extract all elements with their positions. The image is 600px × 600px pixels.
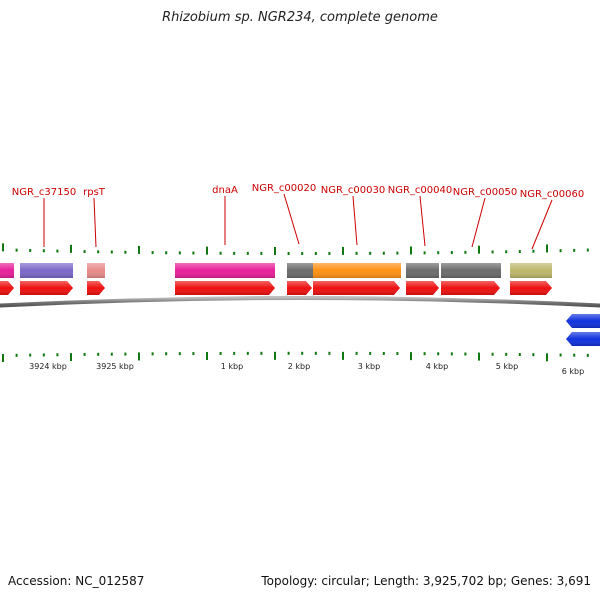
gene-label-rpsT: rpsT <box>83 187 106 198</box>
scale-label: 3925 kbp <box>96 362 134 371</box>
scale-label: 6 kbp <box>562 367 584 376</box>
gene-label-NGR_c00020: NGR_c00020 <box>252 183 317 194</box>
gene-label-NGR_c37150: NGR_c37150 <box>12 187 77 198</box>
gene-label-NGR_c00060: NGR_c00060 <box>520 189 585 200</box>
gene-box-shade <box>313 263 401 278</box>
scale-label: 5 kbp <box>496 362 518 371</box>
gene-labels: NGR_c37150 rpsT dnaA NGR_c00020 NGR_c00030 NG… <box>12 183 585 200</box>
forward-cds-track <box>0 281 552 295</box>
cds-forward-shade <box>0 281 14 295</box>
gene-box-shade <box>406 263 439 278</box>
leader-NGR_c00050 <box>471 197 486 248</box>
topology-text: Topology: circular; Length: 3,925,702 bp… <box>261 574 591 588</box>
gene-box-shade <box>87 263 105 278</box>
gene-box-shade <box>0 263 14 278</box>
cds-forward-shade <box>441 281 500 295</box>
cds-forward-shade <box>175 281 275 295</box>
gene-box-shade <box>510 263 552 278</box>
cds-forward-shade <box>313 281 400 295</box>
cds-reverse-shade <box>566 314 600 328</box>
scale-label: 1 kbp <box>221 362 243 371</box>
scale-label: 3924 kbp <box>29 362 67 371</box>
scale-label: 3 kbp <box>358 362 380 371</box>
gene-label-NGR_c00050: NGR_c00050 <box>453 187 518 198</box>
cds-reverse-shade <box>566 332 600 346</box>
tick-marks-top <box>2 243 589 255</box>
genome-title: Rhizobium sp. NGR234, complete genome <box>162 10 438 25</box>
gene-label-dnaA: dnaA <box>212 185 238 196</box>
cds-forward-shade <box>406 281 439 295</box>
tick-marks-bottom <box>2 351 589 363</box>
scale-label: 4 kbp <box>426 362 448 371</box>
gene-box-shade <box>175 263 275 278</box>
genome-backbone <box>0 296 600 308</box>
gene-box-shade <box>441 263 501 278</box>
gene-label-NGR_c00030: NGR_c00030 <box>321 185 386 196</box>
leader-NGR_c00060 <box>531 199 553 250</box>
leader-rpsT <box>93 197 97 248</box>
leader-NGR_c00020 <box>283 193 300 245</box>
gene-box-shade <box>20 263 73 278</box>
accession-text: Accession: NC_012587 <box>8 574 145 588</box>
gene-boxes <box>0 263 552 278</box>
scale-labels: 3924 kbp 3925 kbp 1 kbp 2 kbp 3 kbp 4 kbp 5 kb… <box>29 362 584 376</box>
leader-NGR_c00040 <box>419 195 426 247</box>
cds-forward-shade <box>287 281 312 295</box>
cds-forward-shade <box>87 281 105 295</box>
leader-NGR_c00030 <box>352 195 358 246</box>
gene-box-shade <box>287 263 313 278</box>
cds-forward-shade <box>20 281 73 295</box>
cds-forward-shade <box>510 281 552 295</box>
reverse-cds-track <box>566 314 600 346</box>
scale-label: 2 kbp <box>288 362 310 371</box>
gene-label-NGR_c00040: NGR_c00040 <box>388 185 453 196</box>
label-leader-lines <box>43 193 553 250</box>
